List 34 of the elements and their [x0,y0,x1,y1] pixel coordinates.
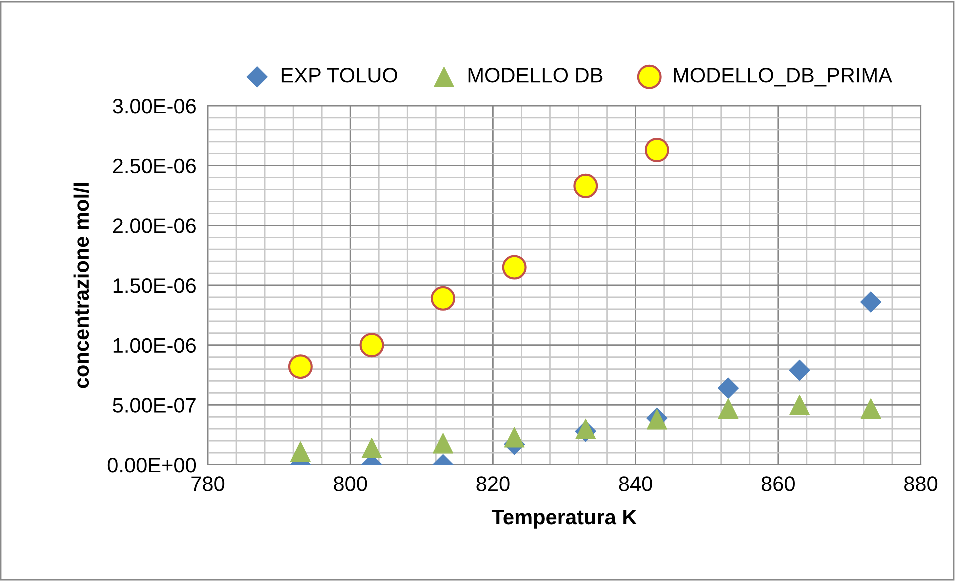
y-tick-label: 0.00E+00 [108,458,196,473]
point [718,378,740,400]
x-tick-label: 880 [904,476,938,492]
y-tick-label: 2.00E-06 [113,218,196,234]
point [574,174,598,198]
x-tick-label: 780 [192,476,225,492]
point [789,360,810,382]
point [288,354,313,380]
legend-label: MODELLO DB [468,68,603,83]
legend-label: MODELLO_DB_PRIMA [674,68,892,87]
y-tick-label: 1.00E-06 [114,338,196,354]
point [433,433,454,454]
point [362,438,382,458]
point [502,255,527,280]
y-axis-title: concentrazione mol/l [74,183,90,388]
point [290,442,311,462]
x-tick-label: 820 [476,476,510,492]
y-tick-label: 1.50E-06 [114,278,196,294]
point [360,333,384,358]
point [860,398,882,419]
x-tick-label: 800 [334,476,368,492]
x-tick-label: 860 [762,476,795,492]
point [790,394,810,416]
point [431,286,456,311]
point [860,292,882,313]
point [644,138,670,163]
legend-label: EXP TOLUO [282,68,398,83]
point [504,427,525,448]
y-tick-label: 3.00E-06 [113,99,196,114]
y-tick-label: 5.00E-07 [113,398,196,413]
point [718,398,739,419]
y-tick-label: 2.50E-06 [113,158,196,174]
x-tick-label: 840 [619,476,652,492]
x-axis-title: Temperatura K [492,510,638,529]
